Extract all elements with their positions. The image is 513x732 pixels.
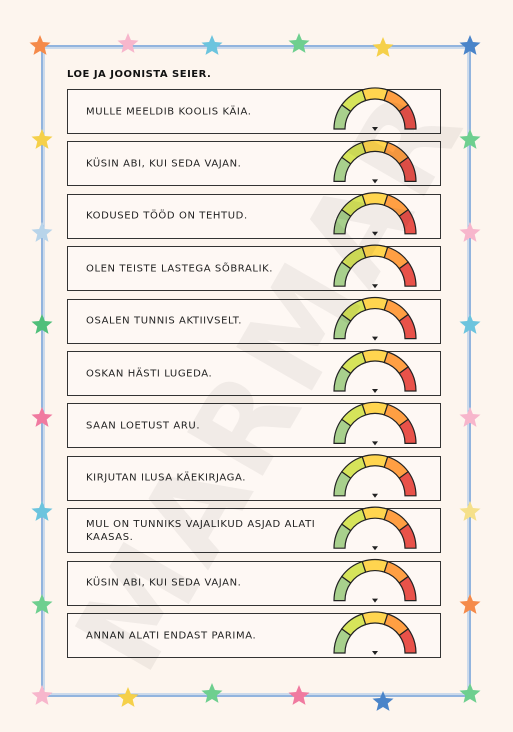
title: LOE JA JOONISTA SEIER.: [67, 69, 212, 80]
gauge-segment: [398, 366, 417, 392]
star: [372, 37, 394, 57]
gauge-pointer: [372, 389, 378, 393]
gauge-segment: [398, 261, 417, 287]
gauge-segment: [361, 559, 389, 573]
gauge-segment: [398, 208, 417, 235]
gauge-pointer: [372, 336, 378, 341]
star: [31, 129, 53, 149]
gauge-segment: [398, 104, 417, 130]
gauge-pointer: [372, 598, 378, 603]
star: [459, 35, 481, 55]
star: [459, 683, 481, 703]
star: [31, 314, 53, 334]
gauge-segment: [361, 454, 389, 469]
statement: MUL ON TUNNIKS VAJALIKUD ASJAD ALATI KAA…: [86, 518, 316, 543]
star: [201, 35, 223, 55]
star: [459, 314, 481, 334]
star: [31, 407, 53, 427]
gauge-pointer: [372, 546, 378, 551]
statement: OSKAN HÄSTI LUGEDA.: [86, 368, 213, 379]
gauge-segment: [398, 628, 417, 654]
star: [288, 33, 310, 53]
gauge-segment: [398, 523, 417, 549]
border: [41, 45, 471, 697]
gauge-segment: [398, 313, 417, 340]
statement: KÜSIN ABI, KUI SEDA VAJAN.: [86, 158, 242, 170]
gauge-pointer: [372, 284, 378, 289]
star: [31, 685, 53, 705]
statement: KÜSIN ABI, KUI SEDA VAJAN.: [86, 577, 242, 589]
statement: ANNAN ALATI ENDAST PARIMA.: [86, 630, 257, 641]
statement: SAAN LOETUST ARU.: [86, 420, 201, 432]
star: [117, 687, 139, 707]
star: [29, 35, 51, 55]
star: [459, 222, 481, 242]
star: [459, 407, 481, 427]
star: [31, 594, 53, 614]
statement-row: ANNAN ALATI ENDAST PARIMA.: [67, 613, 441, 658]
gauge-segment: [340, 508, 367, 532]
gauge-segment: [398, 156, 417, 182]
gauge-pointer: [372, 179, 378, 184]
gauge-pointer: [372, 493, 378, 498]
gauge-pointer: [372, 651, 378, 655]
gauge-segment: [340, 560, 367, 584]
statement: KIRJUTAN ILUSA KÄEKIRJAGA.: [86, 472, 247, 484]
star: [288, 685, 310, 705]
gauge-segment: [340, 403, 367, 427]
star: [459, 129, 481, 149]
border: [43, 47, 469, 695]
gauge-segment: [398, 575, 417, 602]
gauge-segment: [398, 470, 417, 497]
gauge-pointer: [372, 231, 378, 236]
gauge-segment: [340, 613, 367, 637]
star: [372, 691, 394, 711]
gauge-segment: [398, 418, 417, 444]
gauge-segment: [361, 611, 389, 626]
statement: MULLE MEELDIB KOOLIS KÄIA.: [86, 106, 252, 117]
gauge-pointer: [372, 441, 378, 446]
statement: OSALEN TUNNIS AKTIIVSELT.: [86, 315, 243, 327]
statement: KODUSED TÖÖD ON TEHTUD.: [86, 210, 248, 222]
gauge-segment: [361, 506, 389, 521]
star: [117, 33, 139, 53]
star: [31, 501, 53, 521]
star: [459, 501, 481, 521]
statement-row: KODUSED TÖÖD ON TEHTUD.: [67, 193, 441, 239]
gauge-segment: [361, 401, 389, 416]
star: [201, 683, 223, 703]
star: [31, 222, 53, 242]
gauge-segment: [340, 456, 367, 480]
gauge-pointer: [372, 127, 378, 131]
statement: OLEN TEISTE LASTEGA SÕBRALIK.: [86, 263, 274, 275]
star: [459, 594, 481, 614]
